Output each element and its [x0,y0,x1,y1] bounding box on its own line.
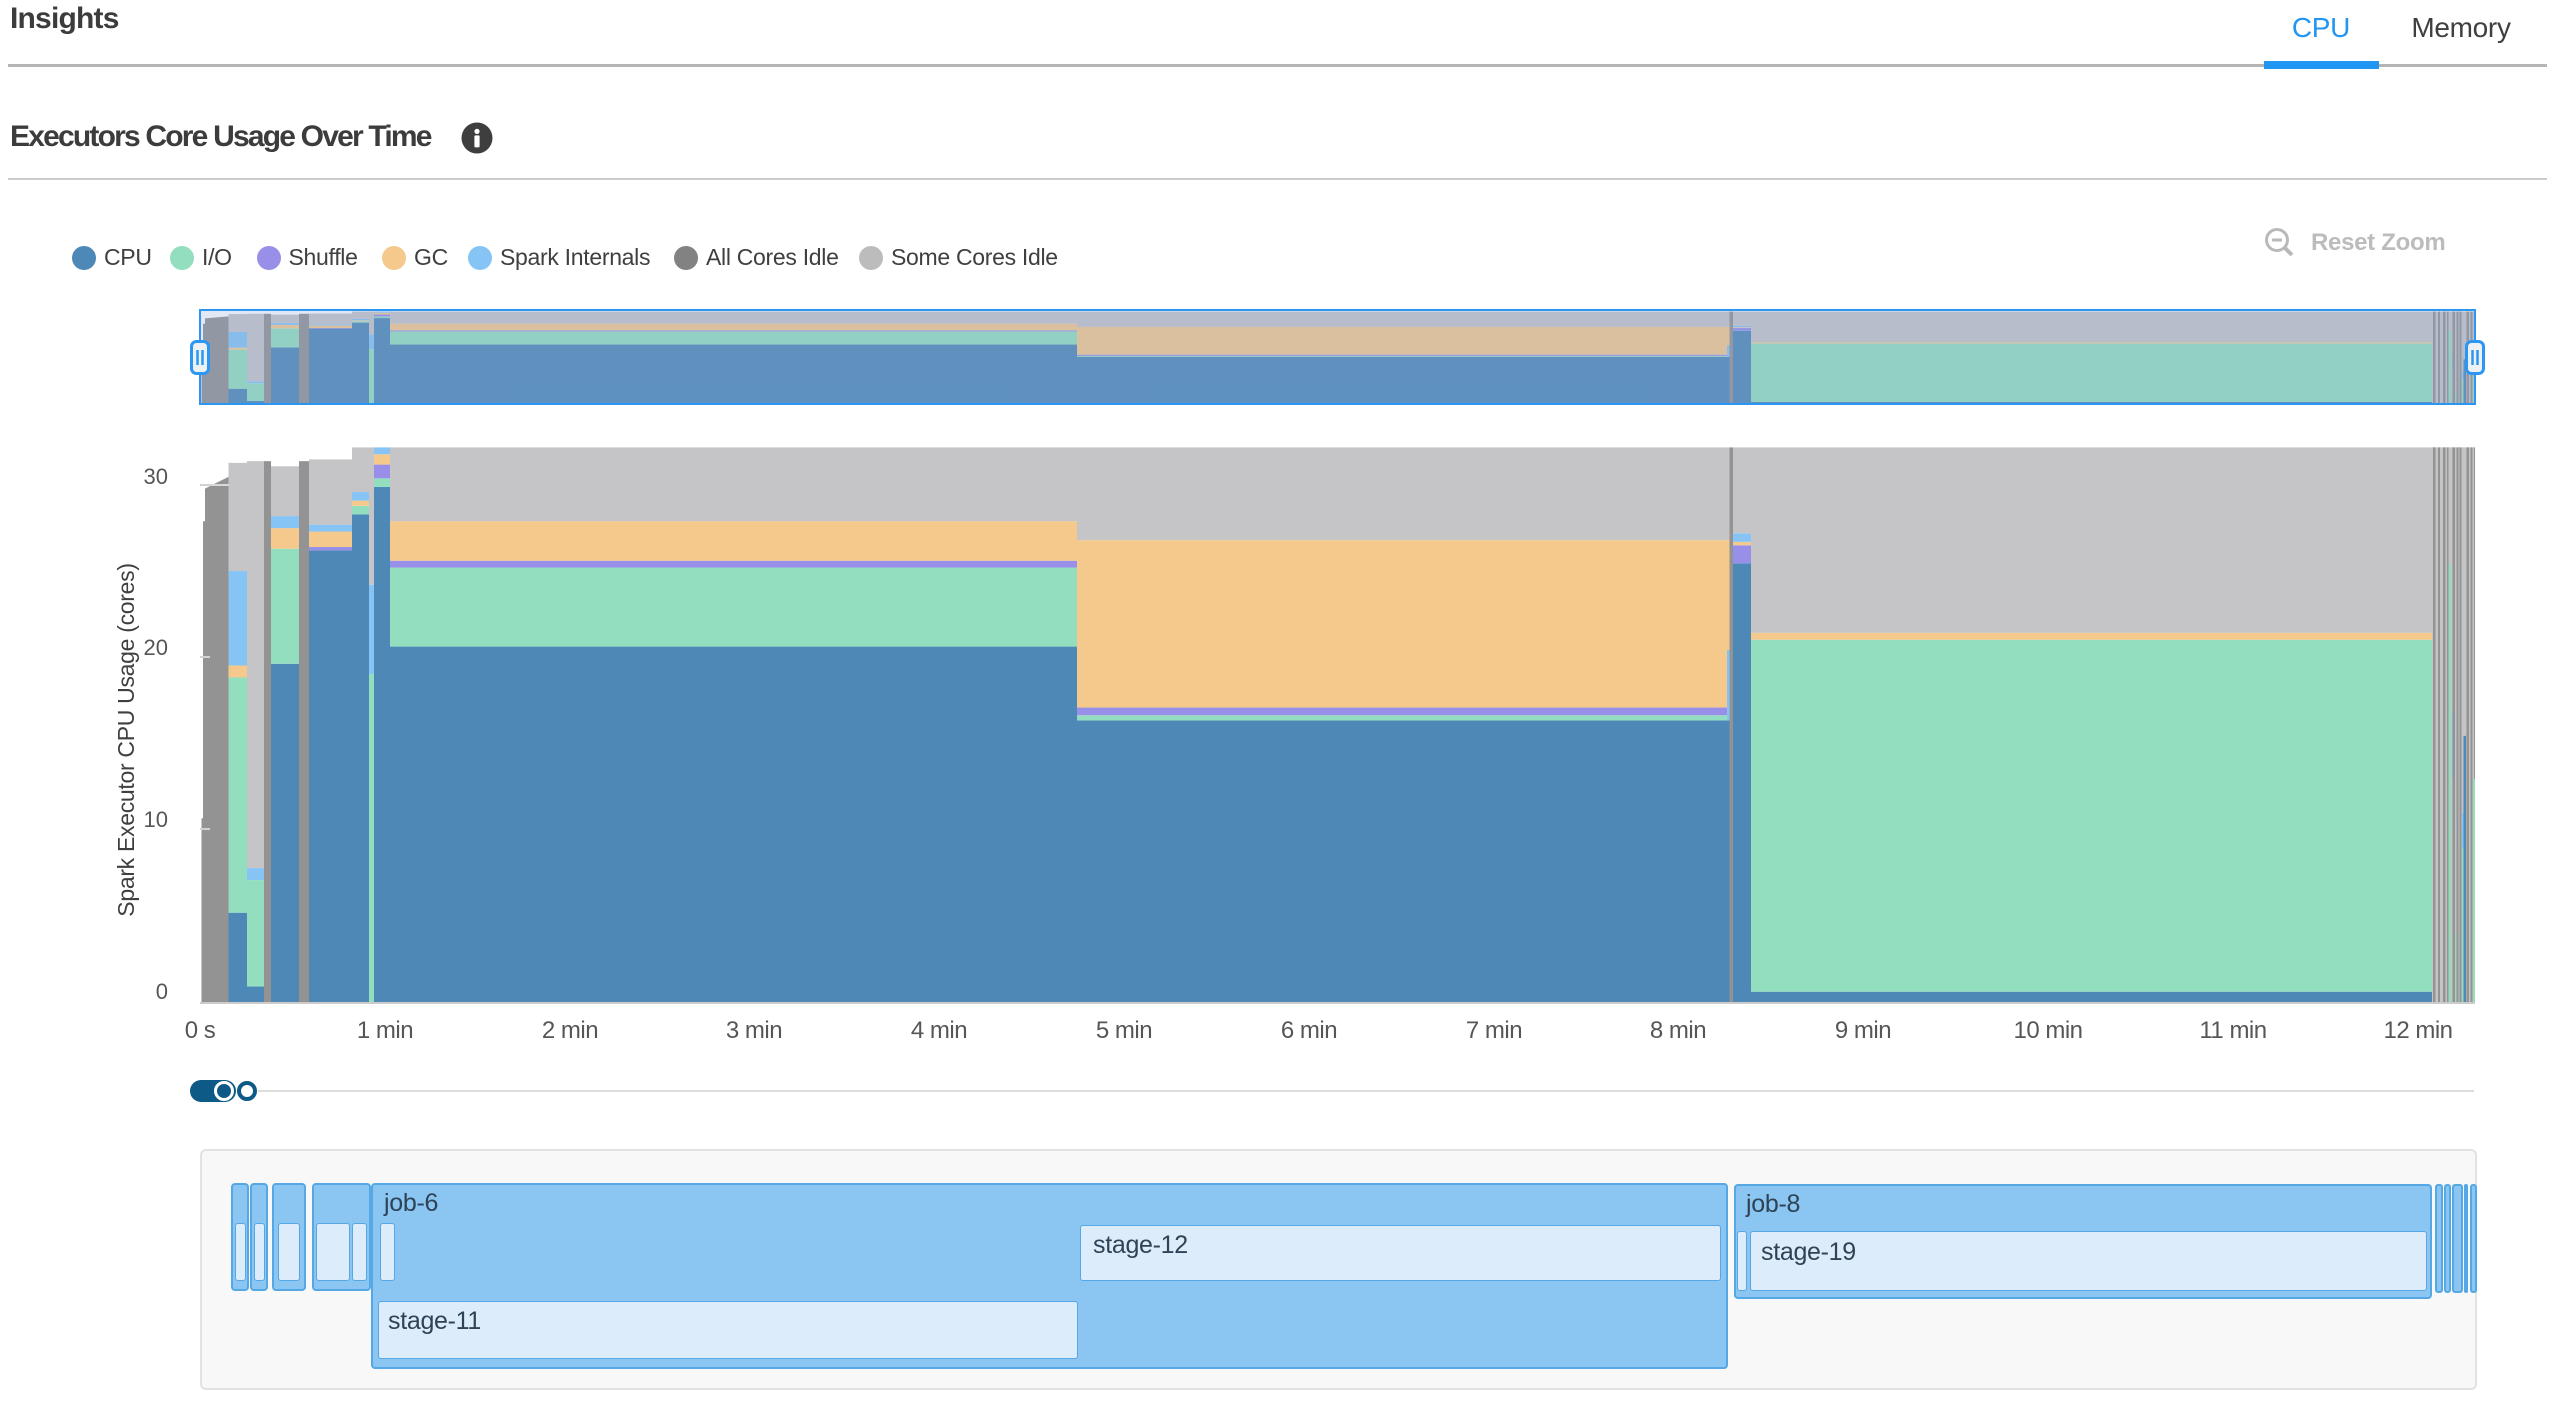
svg-text:Spark Executor CPU Usage (core: Spark Executor CPU Usage (cores) [113,563,139,916]
